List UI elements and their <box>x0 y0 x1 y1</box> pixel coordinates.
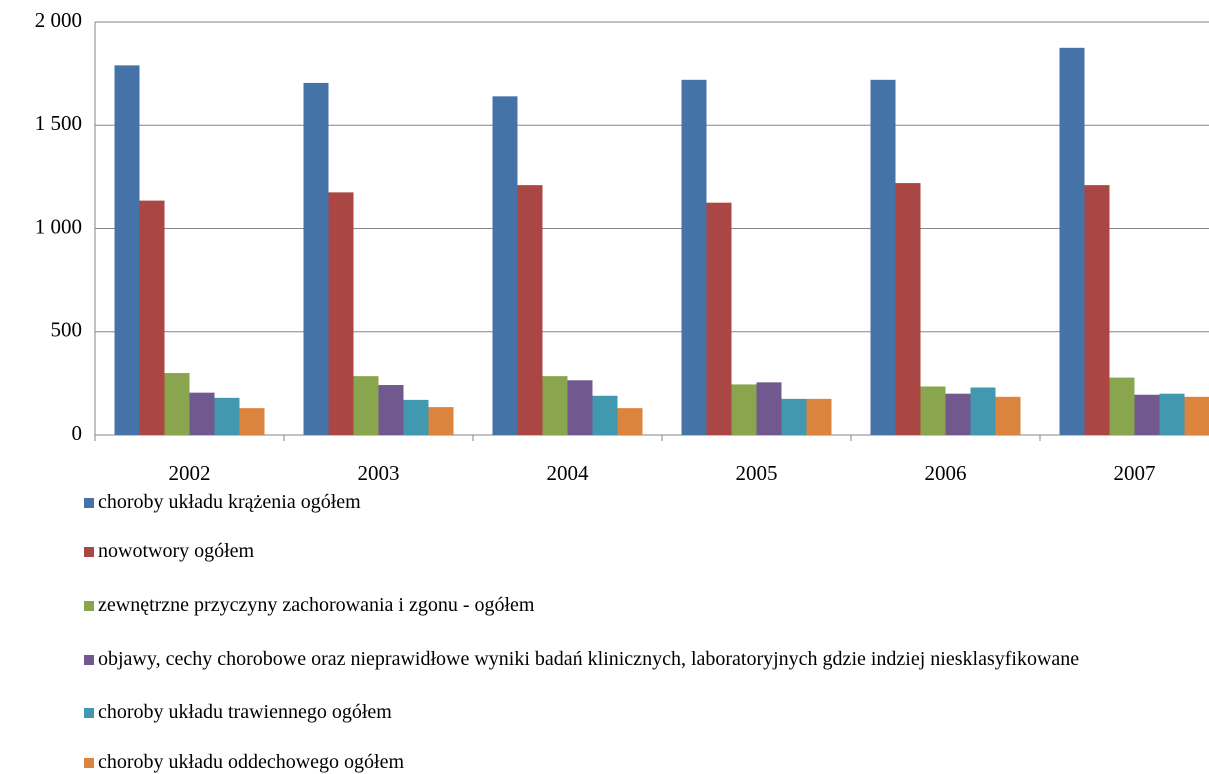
legend-swatch <box>84 655 94 665</box>
x-tick-label: 2006 <box>925 461 967 485</box>
bar <box>353 376 379 435</box>
bar <box>1084 185 1110 435</box>
bar <box>214 397 240 435</box>
bar <box>870 79 896 435</box>
x-tick-label: 2004 <box>547 461 590 485</box>
bar <box>806 398 832 435</box>
bar <box>378 385 404 435</box>
bar <box>517 185 543 435</box>
bar <box>403 399 429 435</box>
bar <box>592 395 618 435</box>
y-tick-label: 1 000 <box>35 214 82 238</box>
bar <box>303 82 329 435</box>
legend-label: objawy, cechy chorobowe oraz nieprawidło… <box>98 648 1080 670</box>
legend-label: nowotwory ogółem <box>98 540 255 562</box>
x-tick-label: 2005 <box>736 461 778 485</box>
bar <box>756 382 782 435</box>
bar <box>945 393 971 435</box>
bar <box>681 79 707 435</box>
bar <box>189 392 215 435</box>
bar <box>328 192 354 435</box>
bar <box>492 96 518 435</box>
legend-swatch <box>84 498 94 508</box>
x-tick-label: 2007 <box>1114 461 1156 485</box>
bar <box>920 386 946 435</box>
bar <box>706 202 732 435</box>
x-tick-label: 2003 <box>358 461 400 485</box>
bar <box>995 396 1021 435</box>
bar <box>895 183 921 435</box>
bar <box>114 65 140 436</box>
y-tick-label: 2 000 <box>35 8 82 32</box>
bar <box>617 408 643 435</box>
y-tick-label: 500 <box>51 318 83 342</box>
legend-label: zewnętrzne przyczyny zachorowania i zgon… <box>98 594 535 616</box>
bar <box>1109 377 1135 435</box>
legend-swatch <box>84 601 94 611</box>
legend-swatch <box>84 758 94 768</box>
bar <box>970 387 996 435</box>
legend-label: choroby układu krążenia ogółem <box>98 491 361 513</box>
bar <box>1059 47 1085 435</box>
legend-label: choroby układu trawiennego ogółem <box>98 701 392 723</box>
bar <box>781 398 807 435</box>
legend-entry: choroby układu trawiennego ogółem <box>84 702 1198 723</box>
bar <box>139 200 165 435</box>
legend-entry: zewnętrzne przyczyny zachorowania i zgon… <box>84 595 1198 616</box>
y-tick-label: 0 <box>72 421 83 445</box>
bar <box>1184 396 1209 435</box>
bar <box>164 373 190 435</box>
bar <box>1159 393 1185 435</box>
legend-entry: nowotwory ogółem <box>84 541 1198 562</box>
x-tick-label: 2002 <box>169 461 211 485</box>
legend-entry: choroby układu oddechowego ogółem <box>84 752 1198 773</box>
legend-swatch <box>84 547 94 557</box>
legend-entry: choroby układu krążenia ogółem <box>84 492 1198 513</box>
bar <box>567 380 593 435</box>
legend-entry: objawy, cechy chorobowe oraz nieprawidło… <box>84 649 1198 670</box>
legend-label: choroby układu oddechowego ogółem <box>98 751 405 773</box>
bar <box>542 376 568 435</box>
bar <box>239 408 265 435</box>
bar <box>731 384 757 435</box>
bar <box>1134 394 1160 435</box>
bar <box>428 407 454 435</box>
y-tick-label: 1 500 <box>35 111 82 135</box>
legend-swatch <box>84 708 94 718</box>
